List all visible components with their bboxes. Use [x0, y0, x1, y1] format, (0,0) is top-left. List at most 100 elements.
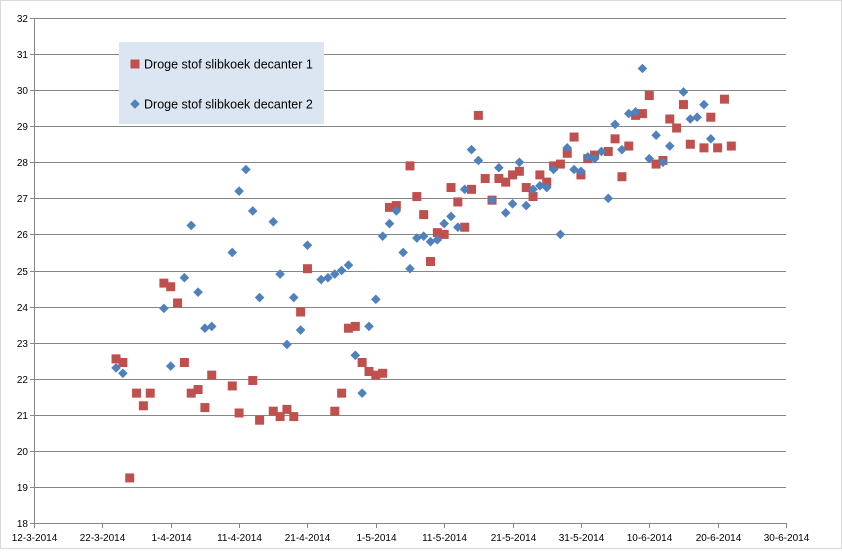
data-point-diamond: [637, 63, 648, 74]
data-point-square: [234, 408, 244, 418]
data-point-square: [302, 264, 312, 274]
series-decanter-2: [111, 63, 716, 398]
data-point-diamond: [384, 218, 395, 229]
x-tick-label: 1-5-2014: [356, 533, 396, 544]
y-tick-label: 26: [17, 230, 29, 241]
data-point-diamond: [651, 130, 661, 141]
data-point-diamond: [247, 206, 258, 216]
data-point-square: [138, 401, 148, 411]
data-point-diamond: [589, 153, 600, 164]
data-point-diamond: [288, 292, 299, 303]
x-tick-label: 31-5-2014: [559, 533, 605, 544]
data-point-diamond: [623, 108, 634, 119]
data-point-square: [665, 114, 675, 124]
data-point-square: [535, 170, 545, 180]
data-point-diamond: [357, 388, 367, 398]
data-point-diamond: [678, 87, 689, 97]
x-tick-label: 21-5-2014: [491, 533, 537, 544]
data-point-diamond: [528, 184, 538, 195]
data-point-square: [166, 282, 176, 292]
data-point-diamond: [562, 143, 573, 153]
data-point-square: [350, 321, 360, 331]
y-tick-label: 29: [17, 122, 29, 133]
data-point-diamond: [644, 153, 655, 164]
data-point-square: [337, 388, 347, 398]
y-tick-label: 19: [17, 483, 29, 494]
data-point-square: [432, 228, 442, 238]
data-point-diamond: [706, 134, 716, 144]
data-point-diamond: [412, 233, 422, 243]
data-point-diamond: [418, 231, 429, 242]
y-tick-label: 32: [17, 14, 29, 25]
data-point-square: [617, 172, 627, 182]
data-point-square: [473, 110, 483, 120]
data-point-square: [412, 192, 422, 202]
data-point-square: [521, 183, 531, 193]
y-tick-label: 30: [17, 86, 29, 97]
data-point-square: [542, 177, 552, 187]
data-point-diamond: [603, 193, 614, 204]
legend-marker-diamond: [130, 99, 140, 109]
data-point-square: [405, 161, 415, 171]
data-point-diamond: [487, 195, 497, 205]
data-point-diamond: [193, 287, 203, 297]
data-point-square: [330, 406, 340, 416]
data-point-square: [672, 123, 682, 133]
data-point-diamond: [582, 152, 593, 162]
data-point-diamond: [118, 368, 128, 379]
data-point-square: [699, 143, 709, 153]
data-point-diamond: [500, 207, 511, 218]
data-point-diamond: [295, 325, 306, 335]
legend-box: [119, 42, 324, 124]
data-point-square: [426, 256, 436, 266]
data-point-square: [248, 376, 258, 386]
data-point-square: [296, 307, 306, 317]
data-point-square: [678, 100, 688, 110]
x-tick-label: 11-4-2014: [217, 533, 262, 544]
y-tick-label: 27: [17, 194, 29, 205]
data-point-diamond: [398, 247, 408, 258]
data-point-diamond: [432, 235, 443, 245]
data-point-square: [173, 298, 183, 308]
data-point-square: [726, 141, 736, 151]
data-point-diamond: [350, 350, 361, 361]
data-point-diamond: [439, 218, 449, 229]
data-point-diamond: [459, 184, 470, 195]
data-point-square: [610, 134, 620, 144]
data-point-square: [364, 367, 374, 376]
data-point-square: [378, 368, 388, 378]
data-point-square: [528, 192, 538, 202]
data-point-square: [118, 357, 128, 367]
data-point-square: [555, 159, 565, 169]
data-point-square: [289, 412, 299, 422]
data-point-diamond: [521, 200, 532, 211]
data-point-square: [357, 357, 367, 367]
data-point-diamond: [610, 119, 620, 130]
data-point-diamond: [254, 292, 265, 303]
data-point-square: [391, 201, 401, 211]
data-point-diamond: [206, 321, 217, 332]
data-series: [111, 63, 736, 483]
data-point-diamond: [275, 269, 285, 279]
legend: Droge stof slibkoek decanter 1 Droge stof…: [119, 42, 324, 124]
data-point-square: [446, 183, 456, 193]
data-point-square: [439, 229, 449, 239]
data-point-square: [706, 112, 716, 122]
data-point-square: [685, 139, 695, 149]
data-point-square: [651, 159, 661, 169]
data-point-diamond: [685, 114, 696, 124]
data-point-diamond: [186, 220, 197, 231]
data-point-square: [460, 222, 470, 232]
data-point-diamond: [371, 294, 381, 305]
data-point-square: [480, 174, 490, 184]
x-tick-label: 10-6-2014: [627, 533, 673, 544]
data-point-square: [494, 174, 504, 184]
data-point-square: [200, 403, 210, 413]
data-point-square: [159, 278, 169, 288]
data-point-diamond: [569, 164, 579, 175]
data-point-diamond: [282, 339, 292, 350]
data-point-diamond: [514, 157, 525, 168]
y-tick-label: 28: [17, 158, 29, 169]
data-point-diamond: [200, 323, 210, 334]
